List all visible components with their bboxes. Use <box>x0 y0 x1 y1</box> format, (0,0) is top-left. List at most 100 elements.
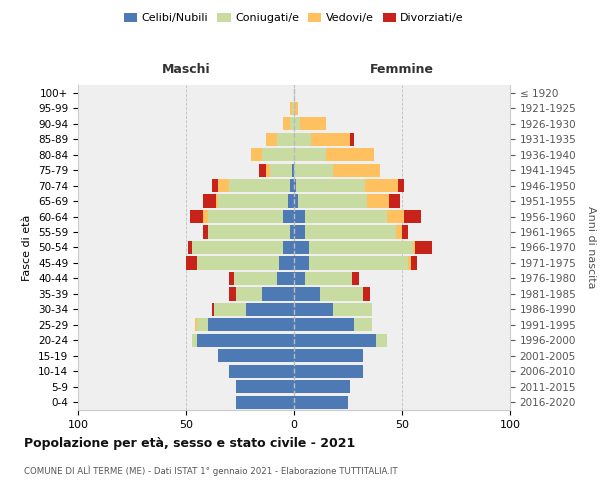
Text: COMUNE DI ALÌ TERME (ME) - Dati ISTAT 1° gennaio 2021 - Elaborazione TUTTITALIA.: COMUNE DI ALÌ TERME (ME) - Dati ISTAT 1°… <box>24 466 398 476</box>
Bar <box>298 194 367 207</box>
Bar <box>266 164 270 176</box>
Bar <box>197 334 294 347</box>
Bar <box>410 256 417 270</box>
Bar <box>309 256 409 270</box>
Bar <box>294 380 350 394</box>
Text: Maschi: Maschi <box>161 62 211 76</box>
Bar <box>290 117 294 130</box>
Bar <box>208 226 290 238</box>
Text: Popolazione per età, sesso e stato civile - 2021: Popolazione per età, sesso e stato civil… <box>24 438 355 450</box>
Bar <box>229 272 233 285</box>
Bar <box>262 288 294 300</box>
Bar <box>203 194 216 207</box>
Bar <box>363 288 370 300</box>
Bar <box>294 194 298 207</box>
Bar <box>296 179 365 192</box>
Bar <box>197 256 279 270</box>
Bar <box>409 256 410 270</box>
Bar <box>355 318 372 332</box>
Bar <box>387 210 404 223</box>
Bar <box>229 179 290 192</box>
Bar <box>294 164 333 176</box>
Bar <box>294 241 309 254</box>
Bar <box>413 241 415 254</box>
Bar <box>236 396 294 409</box>
Bar <box>277 272 294 285</box>
Bar <box>212 179 218 192</box>
Bar <box>290 102 292 115</box>
Bar <box>402 226 409 238</box>
Bar <box>251 148 262 161</box>
Bar <box>208 210 283 223</box>
Bar <box>229 364 294 378</box>
Bar <box>292 164 294 176</box>
Bar <box>326 148 374 161</box>
Bar <box>294 117 301 130</box>
Bar <box>294 256 309 270</box>
Bar <box>301 117 326 130</box>
Bar <box>309 241 413 254</box>
Bar <box>294 396 348 409</box>
Bar <box>320 288 363 300</box>
Bar <box>294 318 355 332</box>
Bar <box>333 164 380 176</box>
Bar <box>259 164 266 176</box>
Bar <box>290 179 294 192</box>
Bar <box>194 318 197 332</box>
Bar <box>214 303 247 316</box>
Bar <box>294 102 298 115</box>
Bar <box>395 226 402 238</box>
Bar <box>270 164 292 176</box>
Bar <box>279 256 294 270</box>
Bar <box>266 132 277 145</box>
Bar <box>233 272 277 285</box>
Bar <box>283 241 294 254</box>
Bar <box>229 288 236 300</box>
Y-axis label: Anni di nascita: Anni di nascita <box>586 206 596 288</box>
Bar <box>352 272 359 285</box>
Bar <box>283 210 294 223</box>
Bar <box>236 380 294 394</box>
Bar <box>277 132 294 145</box>
Bar <box>208 318 294 332</box>
Bar <box>203 226 208 238</box>
Bar <box>218 350 294 362</box>
Bar <box>365 179 398 192</box>
Bar <box>262 148 294 161</box>
Bar <box>305 226 395 238</box>
Bar <box>294 364 363 378</box>
Bar <box>376 334 387 347</box>
Bar <box>203 210 208 223</box>
Bar <box>247 303 294 316</box>
Bar <box>292 102 294 115</box>
Y-axis label: Fasce di età: Fasce di età <box>22 214 32 280</box>
Bar <box>212 303 214 316</box>
Bar <box>294 148 326 161</box>
Bar <box>389 194 400 207</box>
Bar <box>367 194 389 207</box>
Bar <box>197 318 208 332</box>
Bar <box>415 241 432 254</box>
Bar <box>398 179 404 192</box>
Bar <box>290 226 294 238</box>
Bar <box>190 210 203 223</box>
Bar <box>294 272 305 285</box>
Bar <box>287 194 294 207</box>
Bar <box>294 226 305 238</box>
Bar <box>404 210 421 223</box>
Bar <box>305 210 387 223</box>
Bar <box>294 303 333 316</box>
Bar <box>188 241 193 254</box>
Bar <box>218 179 229 192</box>
Bar <box>193 334 197 347</box>
Bar <box>216 194 218 207</box>
Bar <box>186 256 197 270</box>
Bar <box>294 334 376 347</box>
Text: Femmine: Femmine <box>370 62 434 76</box>
Bar <box>294 350 363 362</box>
Bar <box>294 179 296 192</box>
Bar <box>236 288 262 300</box>
Bar <box>294 288 320 300</box>
Bar <box>305 272 352 285</box>
Bar <box>333 303 372 316</box>
